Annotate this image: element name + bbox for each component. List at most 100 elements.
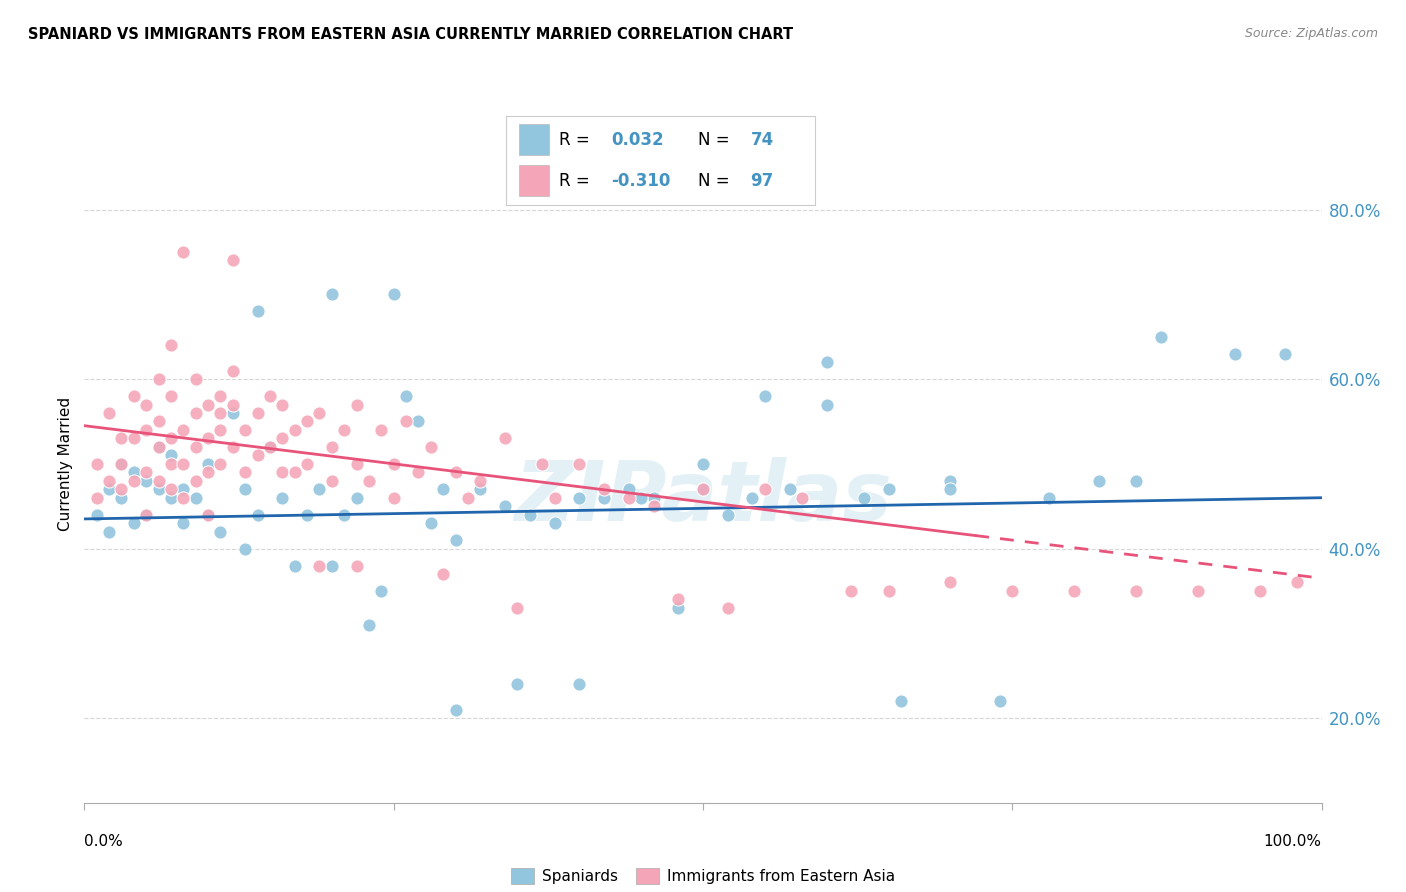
Point <box>135 398 157 412</box>
Point <box>321 287 343 301</box>
Point <box>160 491 183 505</box>
Point <box>890 694 912 708</box>
Point <box>222 398 245 412</box>
Point <box>444 466 467 480</box>
Point <box>135 474 157 488</box>
Point <box>246 304 269 318</box>
Point <box>98 406 121 420</box>
Point <box>717 508 740 522</box>
Y-axis label: Currently Married: Currently Married <box>58 397 73 531</box>
Point <box>308 483 330 497</box>
Point <box>357 617 380 632</box>
Point <box>1223 346 1246 360</box>
Point <box>160 448 183 462</box>
Point <box>197 508 219 522</box>
Point <box>357 474 380 488</box>
Point <box>1038 491 1060 505</box>
Point <box>122 389 145 403</box>
Point <box>184 440 207 454</box>
Point <box>754 389 776 403</box>
Point <box>779 483 801 497</box>
Point <box>988 694 1011 708</box>
Bar <box>519 165 550 196</box>
Point <box>284 466 307 480</box>
Point <box>259 440 281 454</box>
Point <box>148 440 170 454</box>
Point <box>160 457 183 471</box>
Legend: Spaniards, Immigrants from Eastern Asia: Spaniards, Immigrants from Eastern Asia <box>505 862 901 890</box>
Point <box>432 567 454 582</box>
Text: -0.310: -0.310 <box>612 172 671 190</box>
Point <box>98 524 121 539</box>
Point <box>852 491 875 505</box>
Point <box>1249 584 1271 599</box>
Point <box>617 491 640 505</box>
Point <box>209 524 232 539</box>
Point <box>209 457 232 471</box>
Point <box>86 508 108 522</box>
Point <box>408 466 430 480</box>
Point <box>1125 474 1147 488</box>
Point <box>568 491 591 505</box>
Text: R =: R = <box>558 131 595 149</box>
Point <box>172 457 194 471</box>
Point <box>432 483 454 497</box>
Point <box>939 474 962 488</box>
Point <box>110 491 132 505</box>
Point <box>222 406 245 420</box>
Point <box>197 466 219 480</box>
Text: R =: R = <box>558 172 595 190</box>
Point <box>160 483 183 497</box>
Point <box>346 457 368 471</box>
Text: 74: 74 <box>751 131 773 149</box>
Point <box>1187 584 1209 599</box>
Point <box>1150 329 1173 343</box>
Point <box>754 483 776 497</box>
Point <box>877 584 900 599</box>
Point <box>568 457 591 471</box>
Point <box>135 466 157 480</box>
Point <box>172 516 194 530</box>
Point <box>617 483 640 497</box>
Point <box>184 406 207 420</box>
Point <box>444 533 467 547</box>
Point <box>110 457 132 471</box>
Point <box>122 516 145 530</box>
Point <box>284 423 307 437</box>
Point <box>333 423 356 437</box>
Point <box>419 516 441 530</box>
Point <box>110 432 132 446</box>
Point <box>160 338 183 352</box>
Text: 0.032: 0.032 <box>612 131 664 149</box>
Point <box>209 389 232 403</box>
Point <box>506 601 529 615</box>
Point <box>666 601 689 615</box>
Point <box>271 398 294 412</box>
Point <box>815 355 838 369</box>
Point <box>643 500 665 514</box>
Point <box>741 491 763 505</box>
Point <box>395 389 418 403</box>
Point <box>160 389 183 403</box>
Text: 100.0%: 100.0% <box>1264 834 1322 849</box>
Point <box>593 483 616 497</box>
Point <box>408 414 430 428</box>
Point <box>370 584 392 599</box>
Point <box>148 440 170 454</box>
Point <box>98 483 121 497</box>
Point <box>382 457 405 471</box>
Point <box>382 287 405 301</box>
Text: ZIPatlas: ZIPatlas <box>515 458 891 538</box>
Point <box>284 558 307 573</box>
Text: Source: ZipAtlas.com: Source: ZipAtlas.com <box>1244 27 1378 40</box>
Point <box>295 508 318 522</box>
Point <box>470 483 492 497</box>
Point <box>346 491 368 505</box>
Point <box>98 474 121 488</box>
Point <box>122 432 145 446</box>
Point <box>172 483 194 497</box>
Point <box>148 414 170 428</box>
Point <box>1088 474 1111 488</box>
Point <box>457 491 479 505</box>
Point <box>246 508 269 522</box>
